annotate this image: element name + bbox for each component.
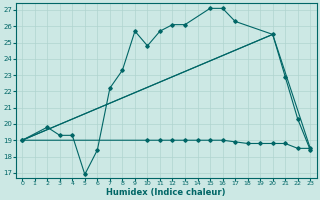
X-axis label: Humidex (Indice chaleur): Humidex (Indice chaleur) — [107, 188, 226, 197]
